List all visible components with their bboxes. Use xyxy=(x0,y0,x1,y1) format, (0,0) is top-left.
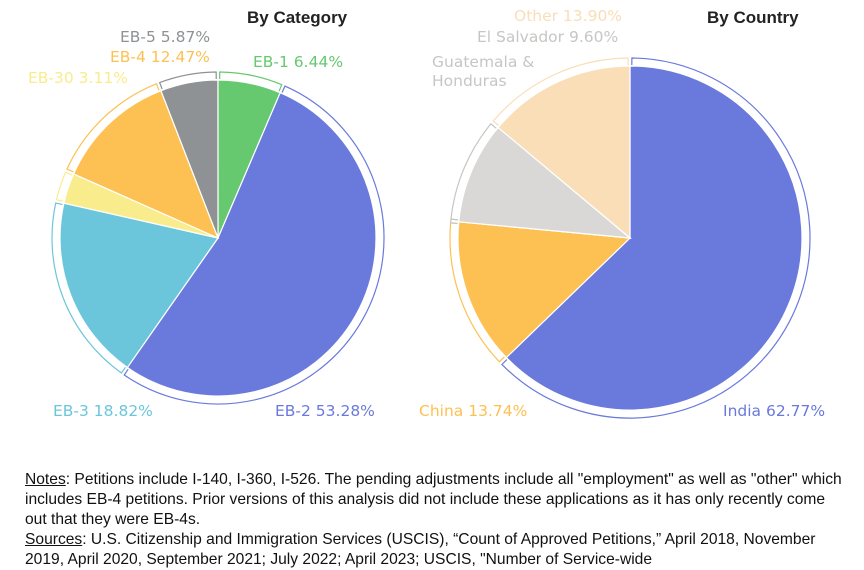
slice-bracket-china xyxy=(449,222,505,363)
sources-paragraph: Sources: U.S. Citizenship and Immigratio… xyxy=(25,530,845,570)
slice-bracket-eb-5 xyxy=(158,71,217,90)
slice-label-other: Other 13.90% xyxy=(514,7,622,25)
pie-slice-india xyxy=(505,65,803,411)
chart-canvas: By Category By Country EB-1 6.44% EB-2 53… xyxy=(28,7,825,420)
slice-bracket-eb-30 xyxy=(55,171,73,202)
pie-slice-eb-4 xyxy=(72,89,220,240)
slice-bracket-other xyxy=(492,57,629,126)
slice-label-china: China 13.74% xyxy=(419,402,527,420)
pie-slice-other xyxy=(497,65,631,240)
slice-label-el-salvador: El Salvador 9.60% xyxy=(477,28,618,46)
slice-label-eb-30: EB-30 3.11% xyxy=(28,69,128,87)
slice-bracket-eb-4 xyxy=(66,83,160,173)
slice-bracket-el-salvador xyxy=(450,123,497,221)
slice-label-eb-5: EB-5 5.87% xyxy=(120,28,210,46)
slice-bracket-eb-3 xyxy=(51,202,126,374)
slice-bracket-eb-2 xyxy=(123,85,385,405)
notes-text: : Petitions include I-140, I-360, I-526.… xyxy=(25,471,842,528)
slice-bracket-eb-1 xyxy=(219,71,283,92)
chart-title-by-category: By Category xyxy=(247,8,348,27)
sources-lead: Sources xyxy=(25,531,83,548)
notes-block: Notes: Petitions include I-140, I-360, I… xyxy=(25,470,845,570)
slice-label-india: India 62.77% xyxy=(723,402,825,420)
pie-slice-china xyxy=(457,221,632,359)
notes-lead: Notes xyxy=(25,471,66,488)
chart-title-by-country: By Country xyxy=(707,8,799,27)
slice-label-eb-3: EB-3 18.82% xyxy=(53,402,153,420)
pie-slice-eb-5 xyxy=(160,79,219,239)
pie-by-country: India 62.77% China 13.74% Guatemala & Hondu… xyxy=(419,7,825,420)
pie-slice-el-salvador xyxy=(458,126,632,239)
sources-text: : U.S. Citizenship and Immigration Servi… xyxy=(25,531,816,568)
slice-label-guatemala-honduras: Guatemala & Honduras xyxy=(432,53,534,90)
pie-by-category: EB-1 6.44% EB-2 53.28% EB-3 18.82% EB-30 3.… xyxy=(28,28,385,420)
slice-bracket-india xyxy=(501,57,811,419)
pie-slice-eb-3 xyxy=(59,202,220,369)
slice-label-eb-2: EB-2 53.28% xyxy=(275,402,375,420)
notes-paragraph: Notes: Petitions include I-140, I-360, I… xyxy=(25,470,845,530)
pie-slice-eb-2 xyxy=(126,91,377,397)
slice-label-eb-4: EB-4 12.47% xyxy=(110,48,210,66)
slice-label-eb-1: EB-1 6.44% xyxy=(253,53,343,71)
